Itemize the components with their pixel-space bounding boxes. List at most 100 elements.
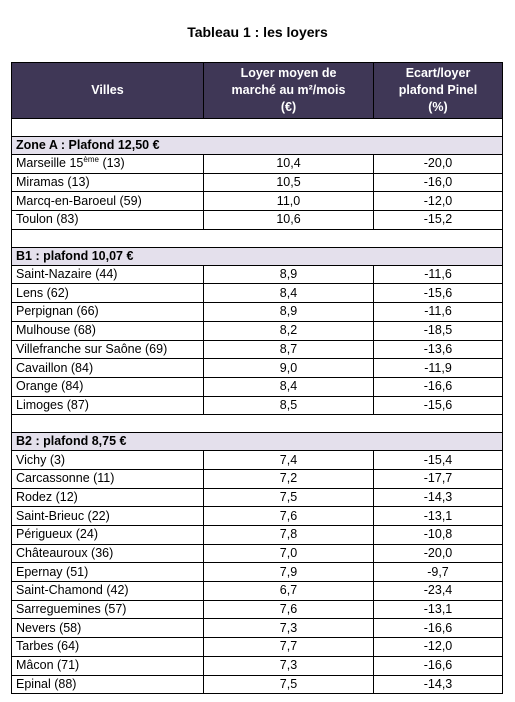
- gap-cell: -10,8: [373, 525, 503, 545]
- section-row: B2 : plafond 8,75 €: [11, 432, 503, 452]
- data-row: Périgueux (24) 7,8 -10,8: [11, 525, 503, 545]
- rent-cell: 7,0: [203, 543, 374, 564]
- data-row: Châteauroux (36) 7,0 -20,0: [11, 543, 503, 564]
- rent-cell: 8,4: [203, 376, 374, 397]
- spacer-row: [11, 228, 503, 248]
- city-cell: Saint-Nazaire (44): [11, 264, 204, 285]
- city-cell: Lens (62): [11, 283, 204, 304]
- rent-cell: 8,5: [203, 395, 374, 416]
- rent-cell: 7,3: [203, 655, 374, 676]
- gap-cell: -13,1: [373, 506, 503, 526]
- header-line: plafond Pinel: [398, 83, 478, 97]
- gap-cell: -15,6: [373, 395, 503, 416]
- data-row: Villefranche sur Saône (69) 8,7 -13,6: [11, 339, 503, 360]
- gap-cell: -13,1: [373, 599, 503, 620]
- gap-cell: -13,6: [373, 339, 503, 360]
- rent-cell: 7,5: [203, 487, 374, 508]
- gap-cell: -23,4: [373, 581, 503, 601]
- data-row: Miramas (13) 10,5 -16,0: [11, 172, 503, 193]
- section-label: B1 : plafond 10,07 €: [11, 246, 503, 266]
- city-cell: Mâcon (71): [11, 655, 204, 676]
- gap-cell: -14,3: [373, 674, 503, 695]
- city-cell: Perpignan (66): [11, 302, 204, 322]
- rent-cell: 11,0: [203, 191, 374, 212]
- gap-cell: -16,6: [373, 655, 503, 676]
- city-cell: Périgueux (24): [11, 525, 204, 545]
- header-row: Villes Loyer moyen de marché au m²/mois (€)…: [11, 62, 503, 119]
- gap-cell: -20,0: [373, 154, 503, 174]
- city-cell: Limoges (87): [11, 395, 204, 416]
- data-row: Saint-Brieuc (22) 7,6 -13,1: [11, 506, 503, 526]
- gap-cell: -9,7: [373, 562, 503, 583]
- data-row: Epernay (51) 7,9 -9,7: [11, 562, 503, 583]
- gap-cell: -15,2: [373, 210, 503, 230]
- city-cell: Marseille 15ème (13): [11, 154, 204, 174]
- data-row: Perpignan (66) 8,9 -11,6: [11, 302, 503, 322]
- header-line: Villes: [91, 83, 124, 97]
- spacer-row: [11, 118, 503, 137]
- spacer-cell: [11, 228, 503, 248]
- title: Tableau 1 : les loyers: [187, 24, 328, 40]
- spacer-cell: [11, 414, 503, 434]
- city-cell: Villefranche sur Saône (69): [11, 339, 204, 360]
- gap-cell: -20,0: [373, 543, 503, 564]
- city-cell: Tarbes (64): [11, 637, 204, 657]
- gap-cell: -18,5: [373, 320, 503, 341]
- data-row: Limoges (87) 8,5 -15,6: [11, 395, 503, 416]
- gap-cell: -11,9: [373, 358, 503, 378]
- city-cell: Vichy (3): [11, 450, 204, 470]
- data-row: Mulhouse (68) 8,2 -18,5: [11, 320, 503, 341]
- header-cell: Villes: [11, 62, 204, 119]
- header-cell: Ecart/loyer plafond Pinel (%): [373, 62, 503, 119]
- header-line: Loyer moyen de: [240, 66, 337, 80]
- rent-cell: 8,9: [203, 264, 374, 285]
- spacer-cell: [11, 118, 503, 137]
- city-cell: Nevers (58): [11, 618, 204, 639]
- data-row: Lens (62) 8,4 -15,6: [11, 283, 503, 304]
- city-cell: Saint-Chamond (42): [11, 581, 204, 601]
- data-row: Orange (84) 8,4 -16,6: [11, 376, 503, 397]
- rent-cell: 7,5: [203, 674, 374, 695]
- header-line: (%): [428, 100, 448, 114]
- data-row: Nevers (58) 7,3 -16,6: [11, 618, 503, 639]
- rent-cell: 7,8: [203, 525, 374, 545]
- city-cell: Mulhouse (68): [11, 320, 204, 341]
- data-row: Saint-Nazaire (44) 8,9 -11,6: [11, 264, 503, 285]
- rent-cell: 10,5: [203, 172, 374, 193]
- city-cell: Epinal (88): [11, 674, 204, 695]
- spacer-row: [11, 414, 503, 434]
- gap-cell: -15,4: [373, 450, 503, 470]
- data-row: Tarbes (64) 7,7 -12,0: [11, 637, 503, 657]
- city-cell: Cavaillon (84): [11, 358, 204, 378]
- rent-cell: 8,7: [203, 339, 374, 360]
- rent-cell: 10,4: [203, 154, 374, 174]
- data-row: Vichy (3) 7,4 -15,4: [11, 450, 503, 470]
- data-row: Marcq-en-Baroeul (59) 11,0 -12,0: [11, 191, 503, 212]
- rent-cell: 7,6: [203, 599, 374, 620]
- gap-cell: -14,3: [373, 487, 503, 508]
- section-label: Zone A : Plafond 12,50 €: [11, 136, 503, 155]
- city-cell: Rodez (12): [11, 487, 204, 508]
- data-row: Saint-Chamond (42) 6,7 -23,4: [11, 581, 503, 601]
- city-cell: Orange (84): [11, 376, 204, 397]
- section-label: B2 : plafond 8,75 €: [11, 432, 503, 452]
- header-line: marché au m²/mois: [231, 83, 346, 97]
- data-row: Toulon (83) 10,6 -15,2: [11, 210, 503, 230]
- rent-cell: 8,2: [203, 320, 374, 341]
- data-row: Marseille 15ème (13) 10,4 -20,0: [11, 154, 503, 174]
- gap-cell: -12,0: [373, 637, 503, 657]
- rent-cell: 7,2: [203, 468, 374, 489]
- data-row: Rodez (12) 7,5 -14,3: [11, 487, 503, 508]
- rent-cell: 9,0: [203, 358, 374, 378]
- data-row: Carcassonne (11) 7,2 -17,7: [11, 468, 503, 489]
- rent-cell: 8,4: [203, 283, 374, 304]
- city-cell: Saint-Brieuc (22): [11, 506, 204, 526]
- gap-cell: -17,7: [373, 468, 503, 489]
- city-dept: (13): [102, 156, 125, 171]
- section-row: B1 : plafond 10,07 €: [11, 246, 503, 266]
- city-cell: Carcassonne (11): [11, 468, 204, 489]
- rent-cell: 10,6: [203, 210, 374, 230]
- rent-cell: 7,9: [203, 562, 374, 583]
- section-row: Zone A : Plafond 12,50 €: [11, 136, 503, 155]
